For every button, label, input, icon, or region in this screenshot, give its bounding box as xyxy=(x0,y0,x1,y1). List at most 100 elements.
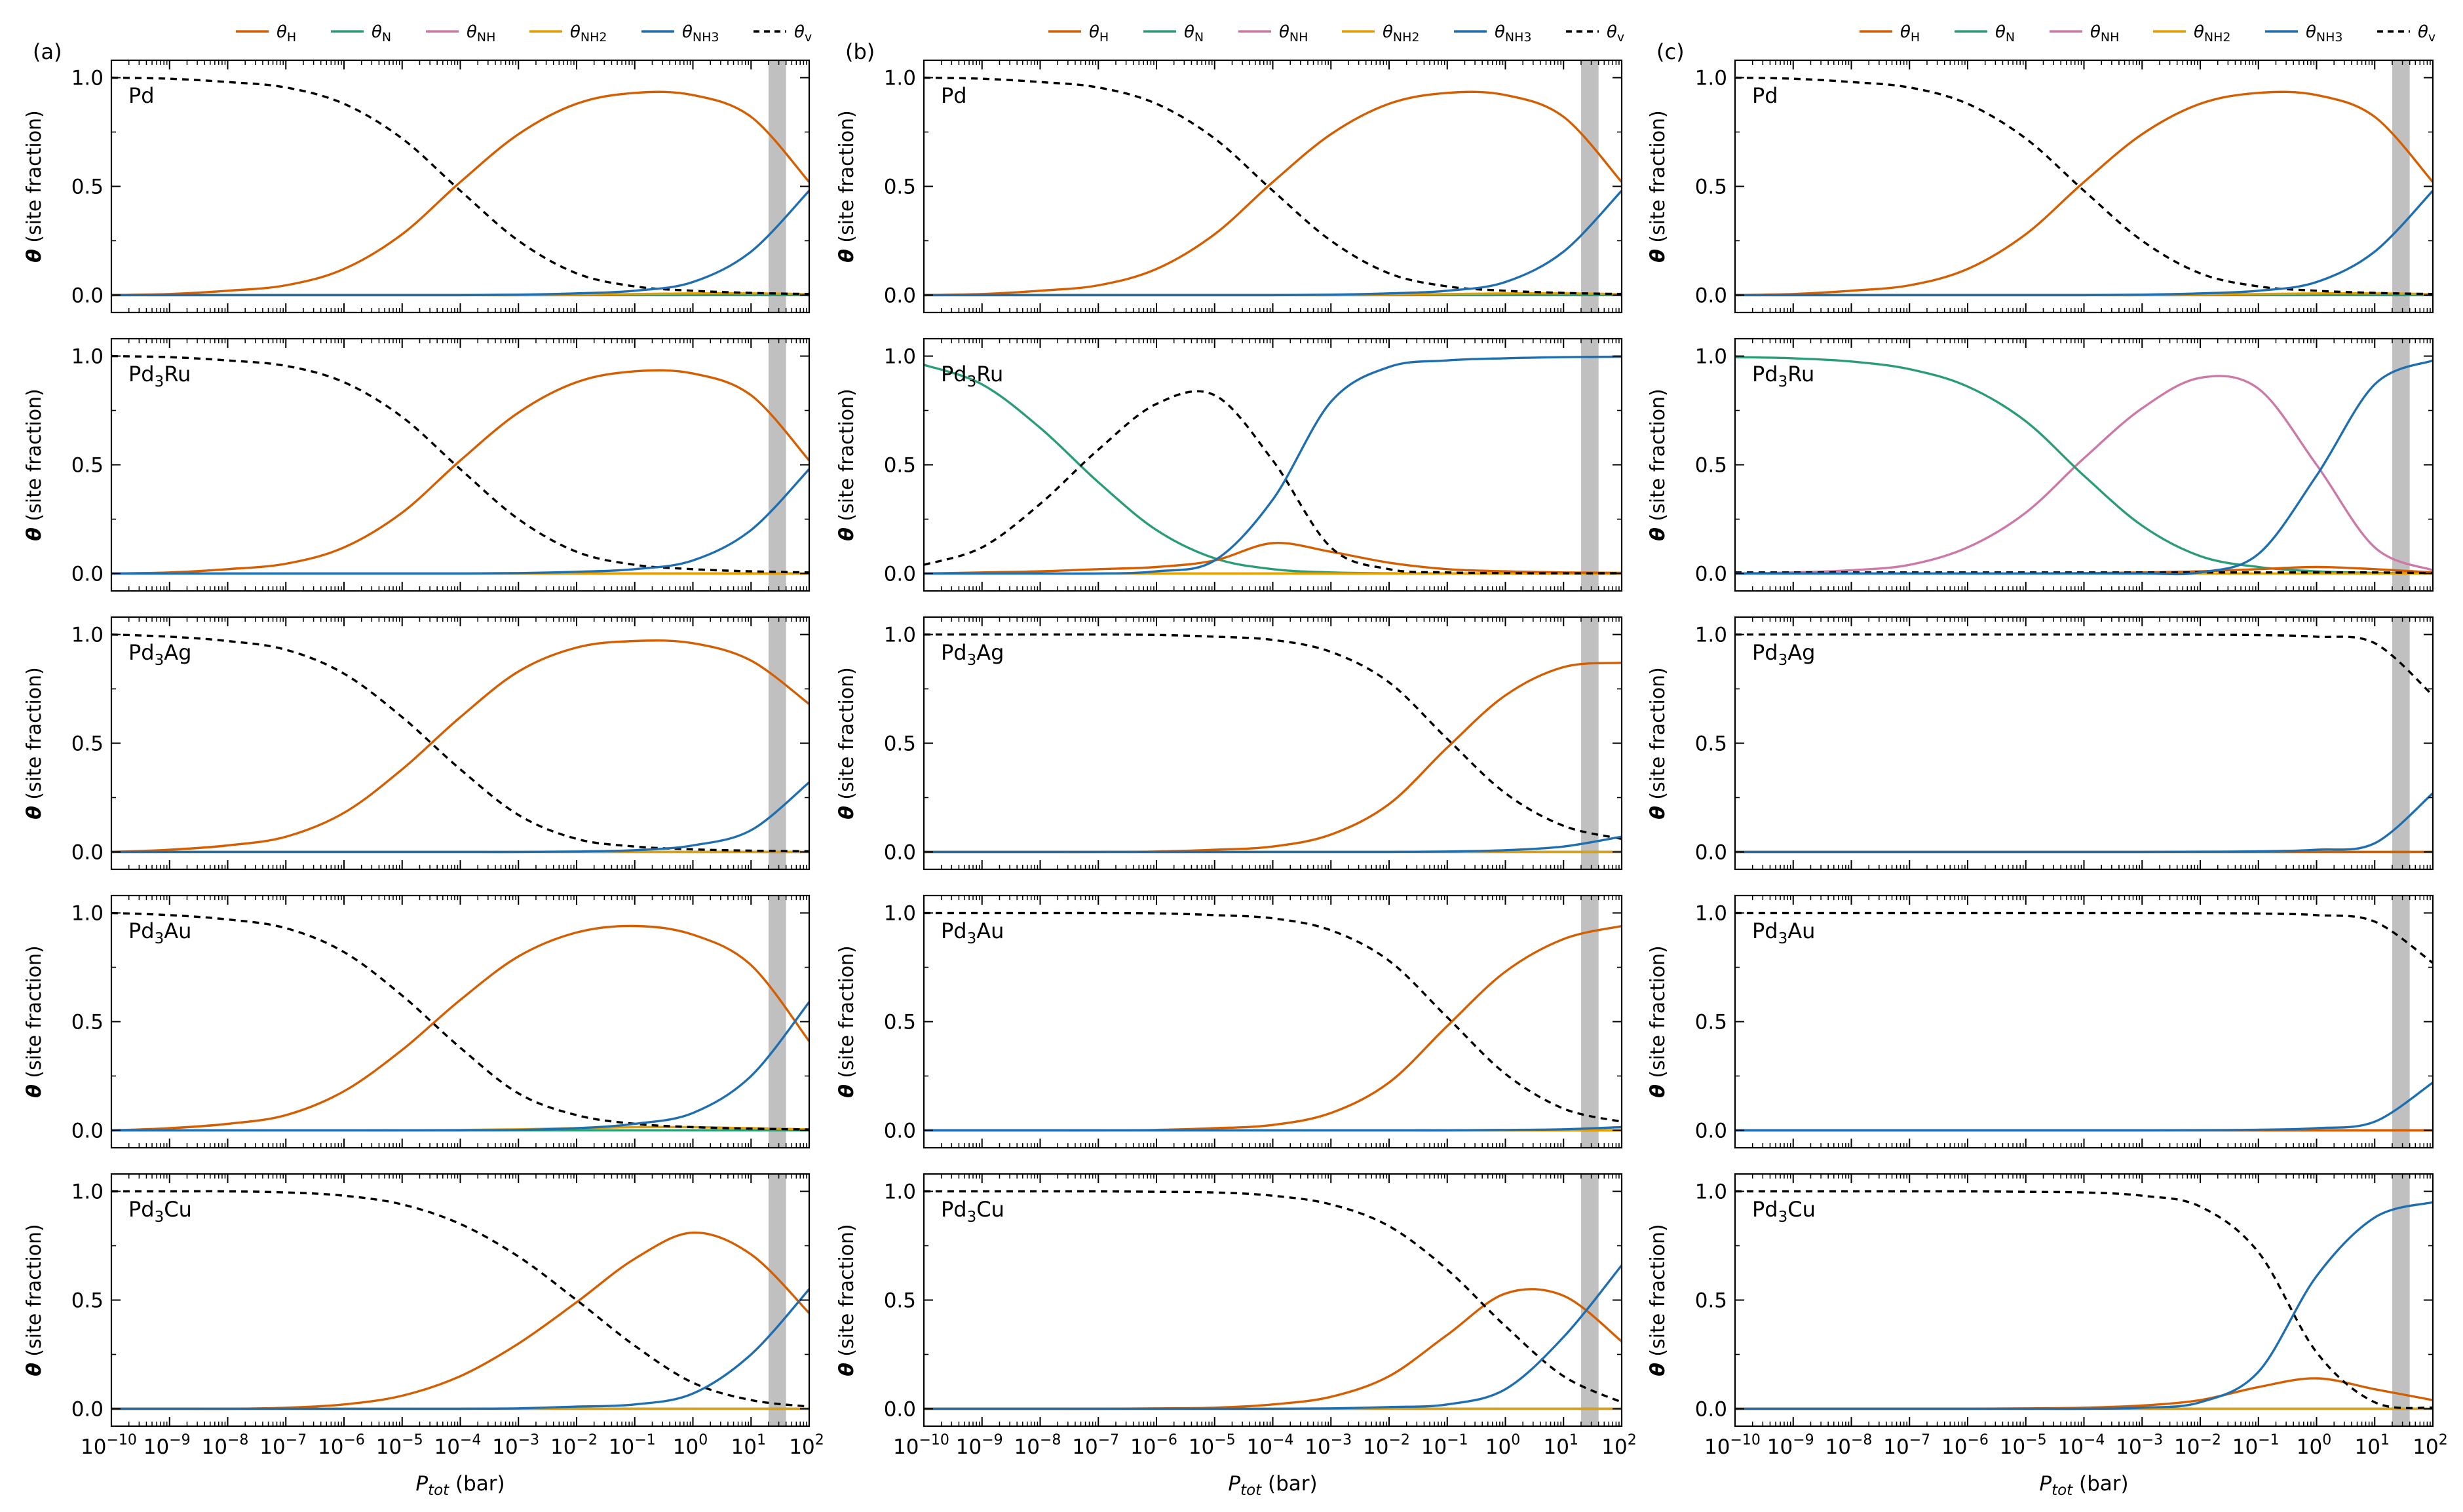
catalyst-base: Pd xyxy=(128,1197,155,1222)
highlight-band xyxy=(1580,617,1599,869)
x-tick-base: 10 xyxy=(2058,1435,2084,1459)
x-tick-label: 10−4 xyxy=(2058,1432,2105,1459)
catalyst-tail: Cu xyxy=(164,1197,192,1222)
x-tick-base: 10 xyxy=(893,1435,919,1459)
catalyst-base: Pd xyxy=(941,83,967,108)
x-tick-base: 10 xyxy=(1485,1435,1511,1459)
x-tick-base: 10 xyxy=(376,1435,402,1459)
legend-sub-H: H xyxy=(1911,30,1920,45)
legend-label-H: θH xyxy=(1900,22,1920,45)
x-tick-exp: −2 xyxy=(1389,1432,1410,1448)
y-tick-label: 0.5 xyxy=(884,1011,916,1034)
catalyst-label: Pd3Cu xyxy=(1752,1197,1816,1226)
x-tick-label: 10−2 xyxy=(2174,1432,2221,1459)
catalyst-tail: Au xyxy=(1787,918,1815,943)
y-axis-label: θ (site fraction) xyxy=(23,388,46,541)
x-tick-base: 10 xyxy=(202,1435,227,1459)
highlight-band xyxy=(768,896,786,1148)
catalyst-base: Pd xyxy=(128,362,155,387)
y-axis-label-symbol: θ xyxy=(1647,527,1670,541)
y-axis-label-symbol: θ xyxy=(23,527,46,541)
x-tick-base: 10 xyxy=(956,1435,982,1459)
x-tick-exp: −8 xyxy=(1040,1432,1061,1448)
series-line-theta-H xyxy=(924,90,1622,297)
legend-sub-NH2: NH2 xyxy=(2204,30,2231,45)
series-line-theta-v xyxy=(1735,76,2433,295)
x-axis-label-sub: tot xyxy=(2052,1482,2073,1499)
y-tick-label: 1.0 xyxy=(1695,67,1727,90)
highlight-band xyxy=(2392,339,2410,591)
x-tick-label: 10−1 xyxy=(2232,1432,2280,1459)
y-axis-label: θ (site fraction) xyxy=(835,110,858,263)
y-axis-label-text: (site fraction) xyxy=(1647,945,1670,1084)
y-tick-label: 1.0 xyxy=(884,902,916,926)
x-tick-label: 100 xyxy=(2297,1432,2331,1459)
y-axis-label: θ (site fraction) xyxy=(835,1224,858,1376)
catalyst-base: Pd xyxy=(941,362,967,387)
series-line-theta-NH3 xyxy=(1735,189,2433,297)
highlight-band xyxy=(1580,339,1599,591)
legend-entry-N: θN xyxy=(1955,22,2015,45)
panel-b-1: 0.0 0.5 1.0 θ (site fraction) Pd3Ru xyxy=(835,337,1623,592)
x-tick-label: 10−6 xyxy=(1130,1432,1177,1459)
series-group xyxy=(111,911,809,1132)
x-tick-base: 10 xyxy=(2413,1435,2438,1459)
x-tick-exp: −3 xyxy=(518,1432,539,1448)
y-axis-label-text: (site fraction) xyxy=(1647,110,1670,249)
series-line-theta-NH3 xyxy=(924,189,1622,297)
legend-sub-N: N xyxy=(2006,30,2015,45)
catalyst-label: Pd xyxy=(941,83,967,108)
y-tick-label: 0.5 xyxy=(71,732,104,756)
legend-sub-NH3: NH3 xyxy=(2316,30,2343,45)
y-tick-label: 0.0 xyxy=(1695,562,1727,586)
y-tick-label: 0.5 xyxy=(1695,1011,1727,1034)
x-tick-base: 10 xyxy=(609,1435,634,1459)
y-axis-label: θ (site fraction) xyxy=(1647,388,1670,541)
x-tick-base: 10 xyxy=(1767,1435,1793,1459)
x-tick-exp: −5 xyxy=(1214,1432,1235,1448)
x-tick-label: 101 xyxy=(731,1432,766,1459)
y-axis-label: θ (site fraction) xyxy=(23,1224,46,1376)
x-tick-exp: −5 xyxy=(2025,1432,2046,1448)
x-tick-base: 10 xyxy=(143,1435,169,1459)
panel-c-0: 0.0 0.5 1.0 θ (site fraction) Pd (c) xyxy=(1647,39,2434,314)
y-tick-label: 0.5 xyxy=(71,176,104,199)
highlight-band xyxy=(768,60,786,312)
catalyst-tail: Ag xyxy=(976,640,1004,665)
panel-a-2: 0.0 0.5 1.0 θ (site fraction) Pd3Ag xyxy=(23,616,811,871)
catalyst-tail: Ru xyxy=(164,362,191,387)
x-tick-base: 10 xyxy=(81,1435,106,1459)
y-tick-label: 0.0 xyxy=(884,284,916,307)
highlight-band xyxy=(1580,1174,1599,1426)
highlight-band xyxy=(2392,60,2410,312)
catalyst-sub: 3 xyxy=(155,652,164,669)
x-tick-exp: −5 xyxy=(402,1432,423,1448)
y-axis-label-text: (site fraction) xyxy=(23,667,46,806)
y-axis-label-text: (site fraction) xyxy=(1647,667,1670,806)
x-tick-label: 10−6 xyxy=(318,1432,365,1459)
x-tick-label: 10−10 xyxy=(1704,1432,1761,1459)
panel-b-0: 0.0 0.5 1.0 θ (site fraction) Pd (b) xyxy=(835,39,1623,314)
x-tick-exp: 0 xyxy=(698,1432,708,1448)
highlight-band xyxy=(768,617,786,869)
y-axis-label-text: (site fraction) xyxy=(835,110,858,249)
catalyst-tail: Cu xyxy=(976,1197,1004,1222)
x-tick-base: 10 xyxy=(1130,1435,1156,1459)
series-line-theta-v xyxy=(1735,911,2433,964)
x-tick-base: 10 xyxy=(2355,1435,2380,1459)
y-axis-label-symbol: θ xyxy=(835,527,858,541)
catalyst-label: Pd3Ru xyxy=(128,362,191,390)
x-tick-exp: −4 xyxy=(460,1432,481,1448)
legend-c: θH θN θNH θNH2 θNH3 θv xyxy=(1860,22,2435,45)
x-axis-label-symbol: P xyxy=(415,1472,428,1496)
y-tick-label: 0.5 xyxy=(884,176,916,199)
series-group xyxy=(924,911,1622,1132)
series-group xyxy=(111,354,809,575)
x-tick-label: 100 xyxy=(1485,1432,1520,1459)
x-tick-base: 10 xyxy=(2174,1435,2200,1459)
y-axis-label: θ (site fraction) xyxy=(835,667,858,820)
y-tick-label: 0.0 xyxy=(884,1397,916,1421)
panel-b-2: 0.0 0.5 1.0 θ (site fraction) Pd3Ag xyxy=(835,616,1623,871)
series-line-theta-H xyxy=(111,639,809,854)
